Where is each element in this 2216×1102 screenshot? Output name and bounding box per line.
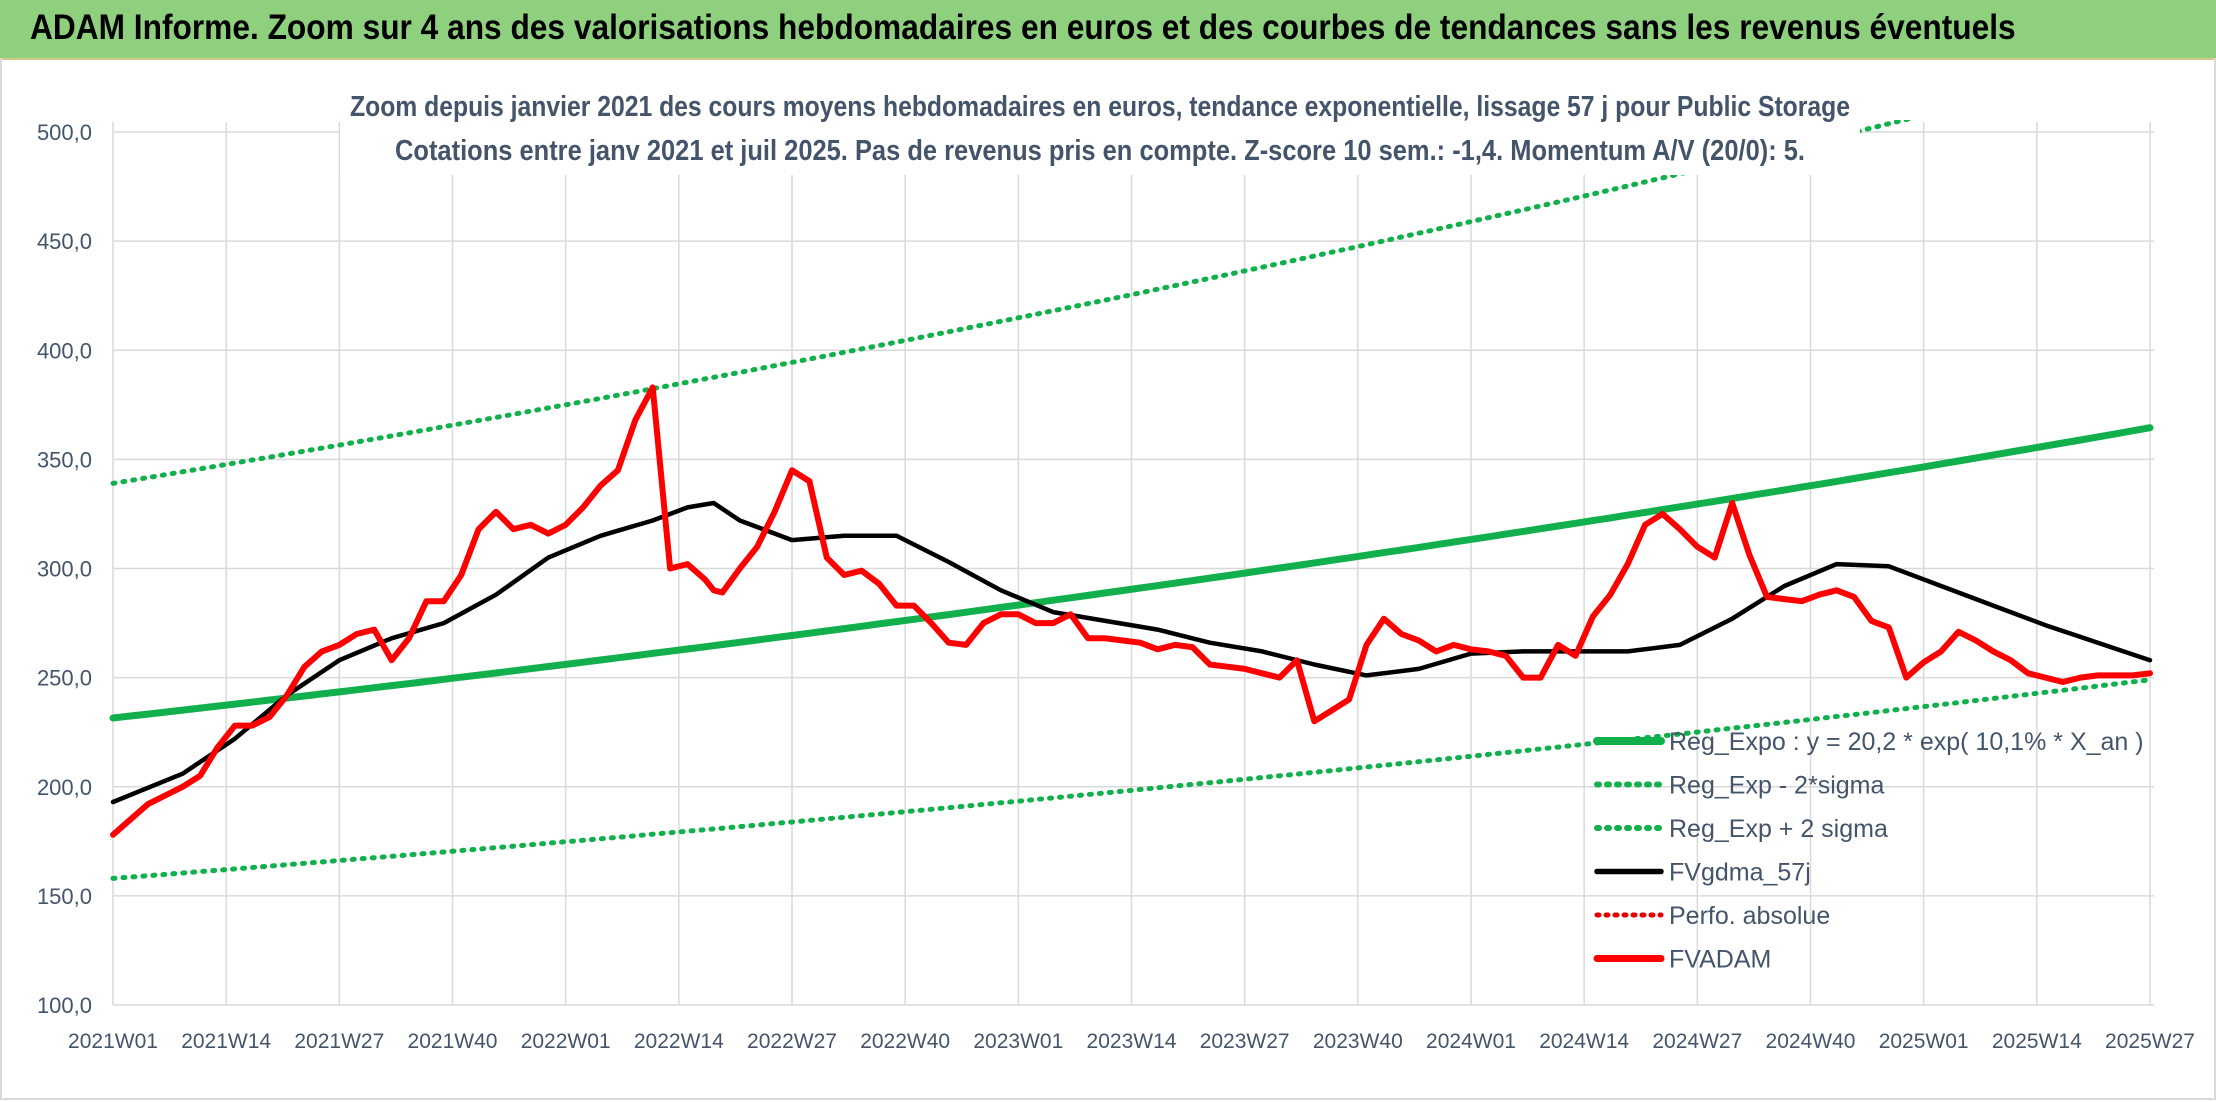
legend-label: Reg_Exp - 2*sigma	[1669, 772, 1884, 800]
legend-label: Reg_Exp + 2 sigma	[1669, 815, 1888, 843]
x-tick-label: 2024W14	[1539, 1030, 1629, 1053]
x-axis-ticks: 2021W01 2021W14 2021W27 2021W40 2022W01 2022W…	[68, 1030, 2195, 1053]
legend-label: FVADAM	[1669, 946, 1771, 974]
y-tick-label: 100,0	[37, 993, 92, 1018]
x-tick-label: 2022W14	[634, 1030, 724, 1053]
y-tick-label: 400,0	[37, 338, 92, 363]
y-tick-label: 350,0	[37, 447, 92, 472]
x-tick-label: 2024W40	[1766, 1030, 1856, 1053]
y-tick-label: 250,0	[37, 666, 92, 691]
x-tick-label: 2024W01	[1426, 1030, 1516, 1053]
x-tick-label: 2023W40	[1313, 1030, 1403, 1053]
x-tick-label: 2023W14	[1087, 1030, 1177, 1053]
x-tick-label: 2021W14	[181, 1030, 271, 1053]
x-tick-label: 2025W14	[1992, 1030, 2082, 1053]
x-tick-label: 2025W01	[1879, 1030, 1969, 1053]
legend: Reg_Expo : y = 20,2 * exp( 10,1% * X_an …	[1593, 728, 2144, 974]
y-tick-label: 300,0	[37, 557, 92, 582]
chart-title-block: Zoom depuis janvier 2021 des cours moyen…	[340, 85, 1860, 175]
y-axis-ticks: 100,0 150,0 200,0 250,0 300,0 350,0 400,0 450,0…	[37, 120, 92, 1018]
series-line-fvadam	[110, 384, 2153, 838]
chart-title-line2: Cotations entre janv 2021 et juil 2025. …	[395, 135, 1805, 167]
y-tick-label: 500,0	[37, 120, 92, 145]
report-banner-title: ADAM Informe. Zoom sur 4 ans des valoris…	[30, 8, 2016, 47]
report-banner: ADAM Informe. Zoom sur 4 ans des valoris…	[0, 0, 2216, 60]
y-tick-label: 450,0	[37, 229, 92, 254]
x-tick-label: 2022W40	[860, 1030, 950, 1053]
legend-label: FVgdma_57j	[1669, 859, 1811, 887]
legend-label: Reg_Expo : y = 20,2 * exp( 10,1% * X_an …	[1669, 728, 2144, 756]
x-tick-label: 2021W01	[68, 1030, 158, 1053]
x-tick-label: 2022W01	[521, 1030, 611, 1053]
x-tick-label: 2023W27	[1200, 1030, 1290, 1053]
x-tick-label: 2024W27	[1652, 1030, 1742, 1053]
y-tick-label: 150,0	[37, 884, 92, 909]
chart-frame	[0, 58, 2216, 1100]
x-tick-label: 2023W01	[973, 1030, 1063, 1053]
legend-label: Perfo. absolue	[1669, 902, 1830, 930]
gridlines	[112, 122, 2154, 1006]
x-tick-label: 2025W27	[2105, 1030, 2195, 1053]
series-line-reg-expo-y-20-2-exp-10-1-x-an	[109, 424, 2154, 722]
chart-title-line1: Zoom depuis janvier 2021 des cours moyen…	[350, 91, 1850, 123]
y-tick-label: 200,0	[37, 775, 92, 800]
series-line-reg-exp-2-sigma	[110, 677, 2153, 881]
series-line-fvgdma-57j	[110, 500, 2153, 805]
x-tick-label: 2021W40	[408, 1030, 498, 1053]
x-tick-label: 2021W27	[294, 1030, 384, 1053]
x-tick-label: 2022W27	[747, 1030, 837, 1053]
